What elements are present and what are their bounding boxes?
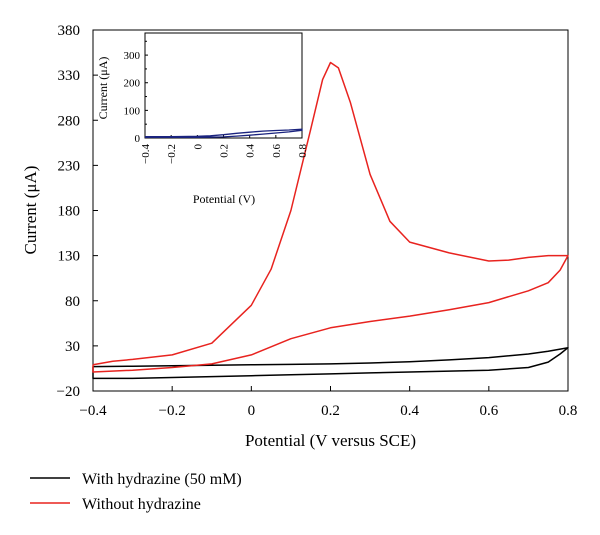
x-axis: −0.4 −0.2 0 0.2 0.4 0.6 0.8 <box>79 386 577 419</box>
inset-y-tick-label: 300 <box>124 50 141 62</box>
inset-background <box>145 33 302 138</box>
inset-x-tick-label: 0.8 <box>297 144 309 158</box>
inset-y-axis-title: Current (μA) <box>96 57 110 120</box>
inset-x-tick-label: −0.4 <box>140 144 152 164</box>
inset-y-tick-label: 100 <box>124 105 141 117</box>
x-tick-label: 0.6 <box>479 403 498 419</box>
inset-x-axis-title: Potential (V) <box>193 192 255 206</box>
y-tick-label: 330 <box>58 68 81 84</box>
inset-y-axis: 0 100 200 300 <box>124 40 148 145</box>
y-axis-title: Current (μA) <box>21 166 40 255</box>
main-series <box>92 61 569 380</box>
y-tick-label: 280 <box>58 113 81 129</box>
inset-y-tick-label: 0 <box>135 133 141 145</box>
x-tick-label: 0.2 <box>321 403 340 419</box>
inset-x-tick-label: 0.2 <box>219 144 231 158</box>
inset-y-tick-label: 200 <box>124 78 141 90</box>
x-axis-title: Potential (V versus SCE) <box>245 431 416 450</box>
x-tick-label: −0.4 <box>79 403 107 419</box>
y-tick-label: 80 <box>65 294 80 310</box>
y-tick-label: 180 <box>58 204 81 220</box>
x-tick-label: 0.4 <box>400 403 419 419</box>
legend: With hydrazine (50 mM) Without hydrazine <box>30 471 242 513</box>
y-tick-label: 130 <box>58 249 81 265</box>
series-line-without-hydrazine <box>92 61 569 373</box>
x-tick-label: −0.2 <box>159 403 186 419</box>
inset-series-line <box>145 128 303 139</box>
x-tick-label: 0 <box>248 403 256 419</box>
series-line-with-hydrazine <box>92 346 569 380</box>
inset-series <box>145 128 303 139</box>
legend-label-with-hydrazine: With hydrazine (50 mM) <box>82 471 242 488</box>
y-axis: −20 30 80 130 180 230 280 330 380 <box>57 23 98 400</box>
inset-x-tick-label: −0.2 <box>166 144 178 164</box>
inset-x-tick-label: 0.6 <box>271 144 283 158</box>
inset-x-axis: −0.4 −0.2 0 0.2 0.4 0.6 0.8 <box>140 135 309 164</box>
y-tick-label: 30 <box>65 339 80 355</box>
inset-x-tick-label: 0 <box>192 144 204 150</box>
inset-x-tick-label: 0.4 <box>245 144 257 158</box>
y-tick-label: −20 <box>57 384 80 400</box>
y-tick-label: 230 <box>58 158 81 174</box>
legend-label-without-hydrazine: Without hydrazine <box>82 496 201 513</box>
x-tick-label: 0.8 <box>559 403 578 419</box>
y-tick-label: 380 <box>58 23 81 39</box>
